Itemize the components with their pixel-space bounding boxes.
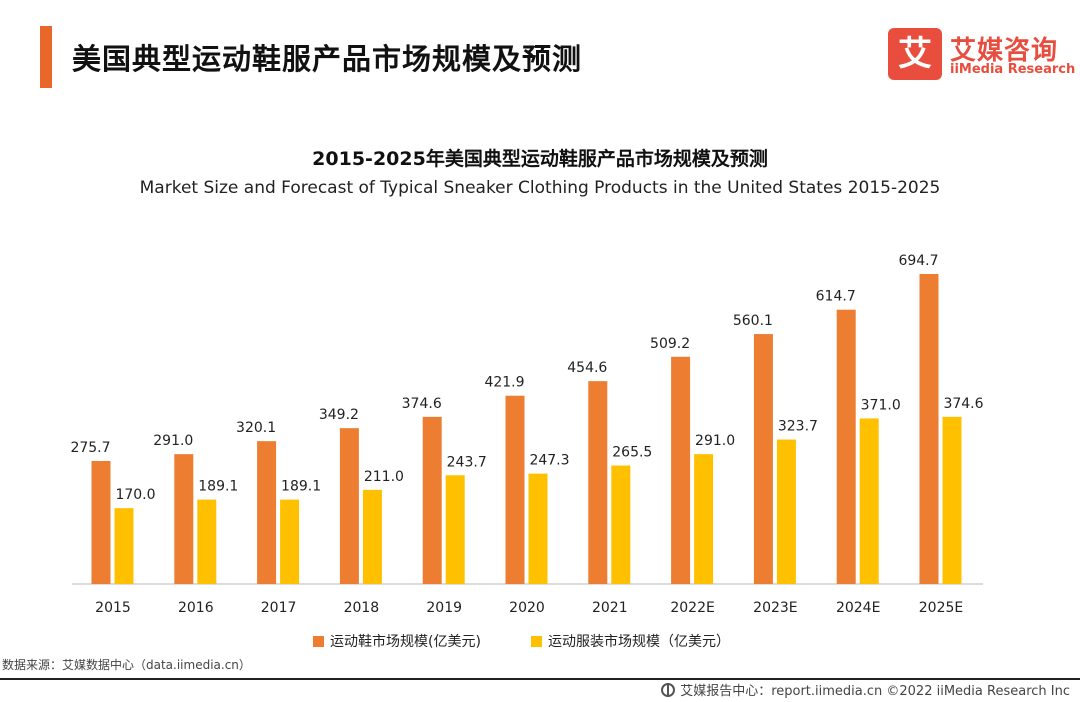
bar-apparel-2016 xyxy=(197,499,217,584)
x-tick-label-2021: 2021 xyxy=(592,600,628,616)
x-tick-label-2019: 2019 xyxy=(426,600,462,616)
x-tick-label-2018: 2018 xyxy=(344,600,380,616)
title-accent-bar xyxy=(40,26,52,88)
x-tick-label-2025E: 2025E xyxy=(919,600,963,616)
bar-sneakers-2025E xyxy=(919,274,939,584)
data-label-apparel-2017: 189.1 xyxy=(281,479,321,495)
bar-apparel-2019 xyxy=(445,475,465,584)
globe-icon xyxy=(661,682,676,697)
logo-mark-icon: 艾 xyxy=(888,28,942,80)
bar-apparel-2020 xyxy=(528,473,548,584)
legend-swatch-sneakers xyxy=(313,635,324,647)
data-source: 数据来源：艾媒数据中心（data.iimedia.cn） xyxy=(2,658,251,672)
bar-sneakers-2023E xyxy=(753,334,773,584)
bar-sneakers-2018 xyxy=(339,428,359,584)
logo-text-cn: 艾媒咨询 xyxy=(950,36,1059,66)
bar-sneakers-2021 xyxy=(588,381,608,584)
bar-sneakers-2017 xyxy=(257,441,277,584)
bar-sneakers-2024E xyxy=(836,309,856,584)
data-label-apparel-2024E: 371.0 xyxy=(861,397,901,413)
footer-divider xyxy=(0,678,1080,680)
bar-apparel-2025E xyxy=(942,416,962,584)
legend-label-apparel: 运动服装市场规模（亿美元） xyxy=(548,634,730,650)
chart-title: 2015-2025年美国典型运动鞋服产品市场规模及预测 xyxy=(312,148,768,170)
legend-item-sneakers: 运动鞋市场规模(亿美元) xyxy=(313,631,481,651)
data-label-apparel-2015: 170.0 xyxy=(115,487,155,503)
data-label-apparel-2020: 247.3 xyxy=(529,453,569,469)
data-label-apparel-2021: 265.5 xyxy=(612,445,652,461)
data-label-sneakers-2016: 291.0 xyxy=(153,433,193,449)
bar-apparel-2024E xyxy=(859,418,879,584)
footer: 艾媒报告中心：report.iimedia.cn ©2022 iiMedia R… xyxy=(661,680,1070,699)
bar-sneakers-2015 xyxy=(91,460,111,584)
x-tick-label-2015: 2015 xyxy=(95,600,131,616)
bar-apparel-2015 xyxy=(114,508,134,584)
data-label-sneakers-2023E: 560.1 xyxy=(733,313,773,329)
x-tick-label-2022E: 2022E xyxy=(670,600,714,616)
x-tick-label-2020: 2020 xyxy=(509,600,545,616)
legend-swatch-apparel xyxy=(531,635,542,647)
chart-subtitle: Market Size and Forecast of Typical Snea… xyxy=(139,178,941,198)
iimedia-logo: 艾 艾媒咨询 iiMedia Research xyxy=(888,28,1078,84)
data-label-sneakers-2020: 421.9 xyxy=(484,375,524,391)
data-label-sneakers-2015: 275.7 xyxy=(70,440,110,456)
x-tick-label-2017: 2017 xyxy=(261,600,297,616)
data-label-apparel-2019: 243.7 xyxy=(447,454,487,470)
bar-sneakers-2022E xyxy=(671,356,691,584)
data-label-apparel-2025E: 374.6 xyxy=(943,396,983,412)
data-label-sneakers-2019: 374.6 xyxy=(402,396,442,412)
bar-apparel-2021 xyxy=(611,465,631,584)
bar-apparel-2018 xyxy=(362,489,382,584)
data-label-sneakers-2025E: 694.7 xyxy=(898,253,938,269)
bar-sneakers-2016 xyxy=(174,454,194,584)
x-tick-label-2016: 2016 xyxy=(178,600,214,616)
legend-item-apparel: 运动服装市场规模（亿美元） xyxy=(531,631,730,651)
data-label-sneakers-2022E: 509.2 xyxy=(650,336,690,352)
bar-sneakers-2020 xyxy=(505,395,525,584)
page-title: 美国典型运动鞋服产品市场规模及预测 xyxy=(72,42,583,76)
bar-apparel-2023E xyxy=(776,439,796,584)
data-label-sneakers-2024E: 614.7 xyxy=(816,289,856,305)
bar-apparel-2022E xyxy=(694,454,714,584)
data-label-sneakers-2018: 349.2 xyxy=(319,407,359,423)
data-label-sneakers-2017: 320.1 xyxy=(236,420,276,436)
legend-label-sneakers: 运动鞋市场规模(亿美元) xyxy=(330,634,481,650)
data-label-apparel-2023E: 323.7 xyxy=(778,419,818,435)
data-label-apparel-2018: 211.0 xyxy=(364,469,404,485)
footer-report: 艾媒报告中心：report.iimedia.cn ©2022 iiMedia R… xyxy=(680,684,1070,699)
x-tick-label-2024E: 2024E xyxy=(836,600,880,616)
x-tick-label-2023E: 2023E xyxy=(753,600,797,616)
bar-sneakers-2019 xyxy=(422,416,442,584)
data-label-apparel-2022E: 291.0 xyxy=(695,433,735,449)
data-label-apparel-2016: 189.1 xyxy=(198,479,238,495)
logo-text-en: iiMedia Research xyxy=(950,62,1076,77)
bar-apparel-2017 xyxy=(280,499,300,584)
data-label-sneakers-2021: 454.6 xyxy=(567,360,607,376)
